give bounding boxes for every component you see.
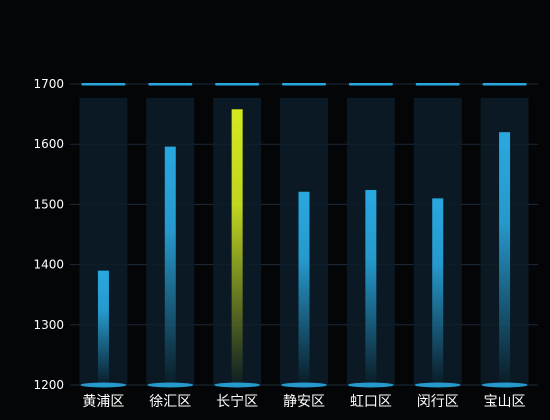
bar-base xyxy=(80,382,127,388)
y-tick-label: 1600 xyxy=(33,137,64,151)
bar-top-cap xyxy=(415,83,460,86)
x-tick-label: 长宁区 xyxy=(216,393,258,410)
y-tick-label: 1200 xyxy=(33,378,64,392)
bar-黄浦区[interactable] xyxy=(97,270,109,385)
bar-base xyxy=(281,382,327,388)
bar-宝山区[interactable] xyxy=(499,132,511,385)
y-tick-label: 1400 xyxy=(33,258,64,272)
bar-长宁区[interactable] xyxy=(231,109,243,385)
bar-base xyxy=(147,382,194,388)
x-tick-label: 徐汇区 xyxy=(149,394,191,410)
y-axis-tick-labels: 1200 1300 1400 1500 1600 1700 xyxy=(33,77,64,392)
y-tick-label: 1500 xyxy=(33,197,64,211)
x-tick-label: 闵行区 xyxy=(417,394,459,410)
bar-top-cap xyxy=(81,83,126,86)
y-tick-label: 1700 xyxy=(33,77,64,91)
y-tick-label: 1300 xyxy=(33,318,64,332)
bar-虹口区[interactable] xyxy=(365,189,377,385)
bars xyxy=(97,109,511,385)
bar-top-cap xyxy=(148,83,193,86)
x-tick-label: 静安区 xyxy=(283,394,325,410)
x-tick-label: 宝山区 xyxy=(484,394,526,410)
bar-top-cap xyxy=(482,83,527,86)
bar-caps xyxy=(80,83,528,388)
bar-base xyxy=(214,382,261,388)
bar-top-cap xyxy=(215,83,260,86)
bar-徐汇区[interactable] xyxy=(164,146,176,385)
bar-top-cap xyxy=(282,83,326,86)
x-tick-label: 虹口区 xyxy=(350,394,392,410)
bar-base xyxy=(481,382,528,388)
x-tick-label: 黄浦区 xyxy=(82,393,124,410)
bar-base xyxy=(414,382,461,388)
bar-闵行区[interactable] xyxy=(432,198,444,385)
bar-base xyxy=(347,382,394,388)
bar-top-cap xyxy=(348,83,393,86)
bar-静安区[interactable] xyxy=(298,191,310,385)
x-axis-tick-labels: 黄浦区 徐汇区 长宁区 静安区 虹口区 闵行区 宝山区 xyxy=(82,393,525,410)
